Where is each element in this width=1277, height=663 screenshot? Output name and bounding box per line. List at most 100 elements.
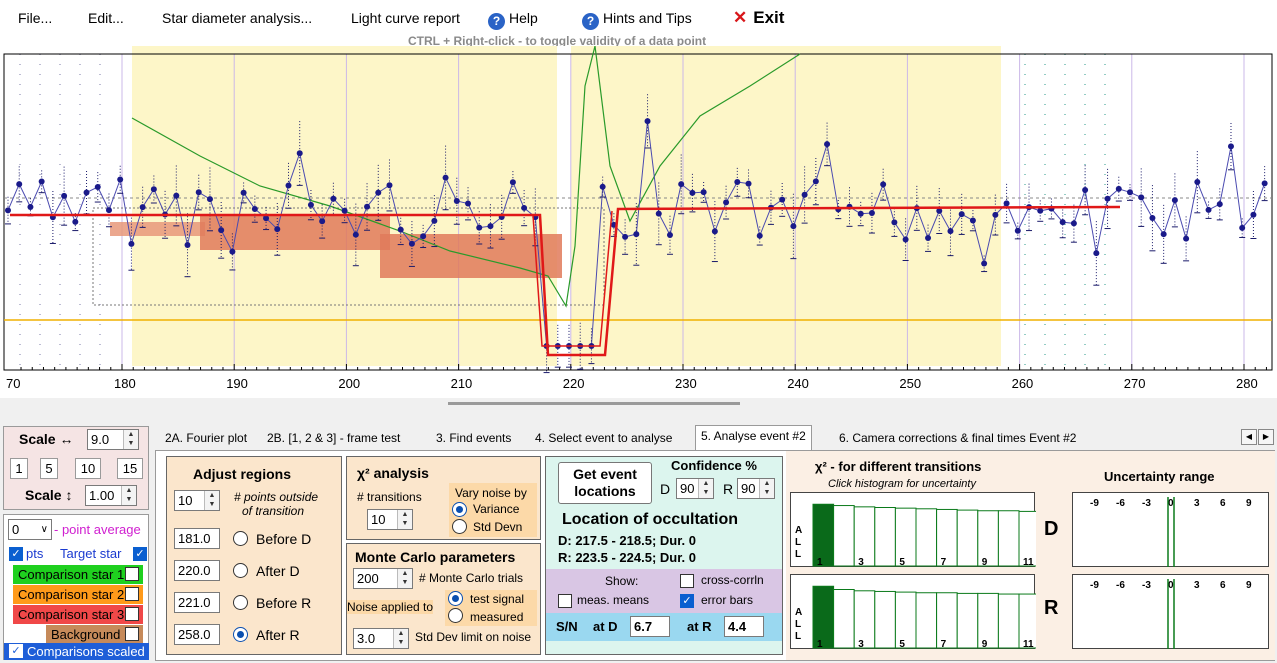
spin-arrows-icon[interactable]: ▲ ▼ — [121, 486, 136, 505]
spin-arrows-icon[interactable]: ▲ ▼ — [397, 569, 412, 588]
data-point — [1070, 220, 1077, 227]
background-label: Background — [51, 627, 121, 642]
spin-arrows-icon[interactable]: ▲ ▼ — [204, 491, 219, 510]
data-point — [622, 233, 629, 240]
horizontal-scale-spinner[interactable]: 9.0 ▲ ▼ — [87, 429, 139, 450]
data-point — [251, 205, 258, 212]
spin-arrows-icon[interactable]: ▲ ▼ — [698, 479, 713, 498]
data-point — [824, 141, 831, 148]
meas-means-checkbox[interactable] — [558, 594, 572, 608]
tab-find-events[interactable]: 3. Find events — [436, 431, 512, 445]
pts-checkbox[interactable]: ✓ — [9, 547, 23, 561]
confidence-r-spinner[interactable]: 90 ▲ ▼ — [737, 478, 775, 499]
noise-applied-group: test signal measured — [445, 590, 537, 626]
comparison-star-1-row: Comparison star 1 — [13, 565, 143, 584]
tab-scroll-right-icon[interactable]: ▶ — [1258, 429, 1274, 445]
data-point — [117, 176, 124, 183]
menu-bar: File... Edit... Star diameter analysis..… — [0, 0, 1277, 48]
after-d-field[interactable]: 220.0 — [174, 560, 220, 581]
comparison-star-3-checkbox[interactable] — [125, 607, 139, 621]
star-diameter-menu[interactable]: Star diameter analysis... — [162, 10, 313, 26]
tab-select-event[interactable]: 4. Select event to analyse — [535, 431, 673, 445]
point-average-select[interactable]: 0 ∨ — [8, 519, 52, 540]
histogram-r[interactable]: 1 3 5 7 9 11 A L L — [790, 574, 1041, 650]
light-curve-report-menu[interactable]: Light curve report — [351, 10, 460, 26]
spin-arrows-icon[interactable]: ▲ ▼ — [393, 629, 408, 648]
data-point — [655, 210, 662, 217]
data-point — [139, 204, 146, 211]
after-r-field[interactable]: 258.0 — [174, 624, 220, 645]
confidence-d-spinner[interactable]: 90 ▲ ▼ — [676, 478, 714, 499]
target-star-checkbox[interactable]: ✓ — [133, 547, 147, 561]
get-event-label-1: Get event — [573, 466, 637, 482]
light-curve-plot[interactable]: 70 180 190 200 210 220 230 240 250 260 270 280 — [0, 46, 1277, 398]
before-d-field[interactable]: 181.0 — [174, 528, 220, 549]
data-point — [1138, 194, 1145, 201]
file-menu[interactable]: File... — [18, 10, 53, 26]
data-point — [487, 223, 494, 230]
data-point — [27, 204, 34, 211]
scale-button-15[interactable]: 15 — [117, 458, 143, 479]
uncertainty-tick: -6 — [1116, 580, 1125, 591]
variance-radio[interactable] — [452, 502, 467, 517]
tab-camera-corrections[interactable]: 6. Camera corrections & final times Even… — [839, 431, 1077, 445]
uncertainty-tick: -3 — [1142, 580, 1151, 591]
std-devn-radio[interactable] — [452, 519, 467, 534]
tab-fourier-plot[interactable]: 2A. Fourier plot — [165, 431, 248, 445]
x-tick-label: 200 — [338, 376, 360, 391]
data-point — [1149, 214, 1156, 221]
after-d-radio[interactable] — [233, 563, 248, 578]
plot-frame — [3, 53, 1273, 371]
spin-arrows-icon[interactable]: ▲ ▼ — [759, 479, 774, 498]
data-point — [1093, 250, 1100, 257]
edit-menu[interactable]: Edit... — [88, 10, 124, 26]
tab-frame-test[interactable]: 2B. [1, 2 & 3] - frame test — [267, 431, 401, 445]
tab-analyse-event[interactable]: 5. Analyse event #2 — [695, 425, 812, 451]
sn-label: S/N — [556, 619, 578, 634]
help-menu[interactable]: ? Help — [488, 10, 538, 30]
sn-at-r-value: 4.4 — [724, 616, 764, 637]
std-dev-limit-spinner[interactable]: 3.0 ▲ ▼ — [353, 628, 409, 649]
histogram-bar — [874, 507, 896, 567]
histogram-d[interactable]: 1 3 5 7 9 11 A L L — [790, 492, 1041, 568]
monte-carlo-trials-spinner[interactable]: 200 ▲ ▼ — [353, 568, 413, 589]
hints-menu[interactable]: ? Hints and Tips — [582, 10, 692, 30]
data-point — [880, 181, 887, 188]
comparison-star-2-checkbox[interactable] — [125, 587, 139, 601]
horizontal-scrollbar[interactable] — [448, 402, 740, 405]
points-outside-spinner[interactable]: 10 ▲ ▼ — [174, 490, 220, 511]
data-point — [947, 228, 954, 235]
scale-button-10[interactable]: 10 — [75, 458, 101, 479]
monte-carlo-title: Monte Carlo parameters — [355, 549, 516, 565]
background-checkbox[interactable] — [125, 627, 139, 641]
data-point — [1250, 211, 1257, 218]
data-point — [723, 199, 730, 206]
get-event-locations-button[interactable]: Get event locations — [558, 462, 652, 504]
comparison-star-1-checkbox[interactable] — [125, 567, 139, 581]
uncertainty-tick: 9 — [1246, 498, 1252, 509]
comparisons-scaled-checkbox[interactable]: ✓ — [9, 644, 23, 658]
data-point — [958, 211, 965, 218]
vertical-scale-spinner[interactable]: 1.00 ▲ ▼ — [85, 485, 137, 506]
after-r-radio[interactable] — [233, 627, 248, 642]
scale-button-1[interactable]: 1 — [10, 458, 28, 479]
comparisons-scaled-row: ✓ Comparisons scaled — [4, 643, 149, 660]
exit-menu[interactable]: ✕ Exit — [733, 8, 784, 28]
data-point — [105, 207, 112, 214]
test-signal-radio[interactable] — [448, 591, 463, 606]
spin-arrows-icon[interactable]: ▲ ▼ — [397, 510, 412, 529]
scale-button-5[interactable]: 5 — [40, 458, 58, 479]
before-r-field[interactable]: 221.0 — [174, 592, 220, 613]
comparisons-scaled-label: Comparisons scaled — [27, 644, 145, 659]
error-bars-checkbox[interactable]: ✓ — [680, 594, 694, 608]
error-bars-label: error bars — [701, 593, 754, 607]
cross-corrln-checkbox[interactable] — [680, 574, 694, 588]
spin-arrows-icon[interactable]: ▲ ▼ — [123, 430, 138, 449]
tab-scroll-left-icon[interactable]: ◀ — [1241, 429, 1257, 445]
transitions-spinner[interactable]: 10 ▲ ▼ — [367, 509, 413, 530]
cross-corrln-label: cross-corrln — [701, 573, 764, 587]
measured-radio[interactable] — [448, 608, 463, 623]
exit-label: Exit — [753, 8, 785, 27]
before-d-radio[interactable] — [233, 531, 248, 546]
before-r-radio[interactable] — [233, 595, 248, 610]
